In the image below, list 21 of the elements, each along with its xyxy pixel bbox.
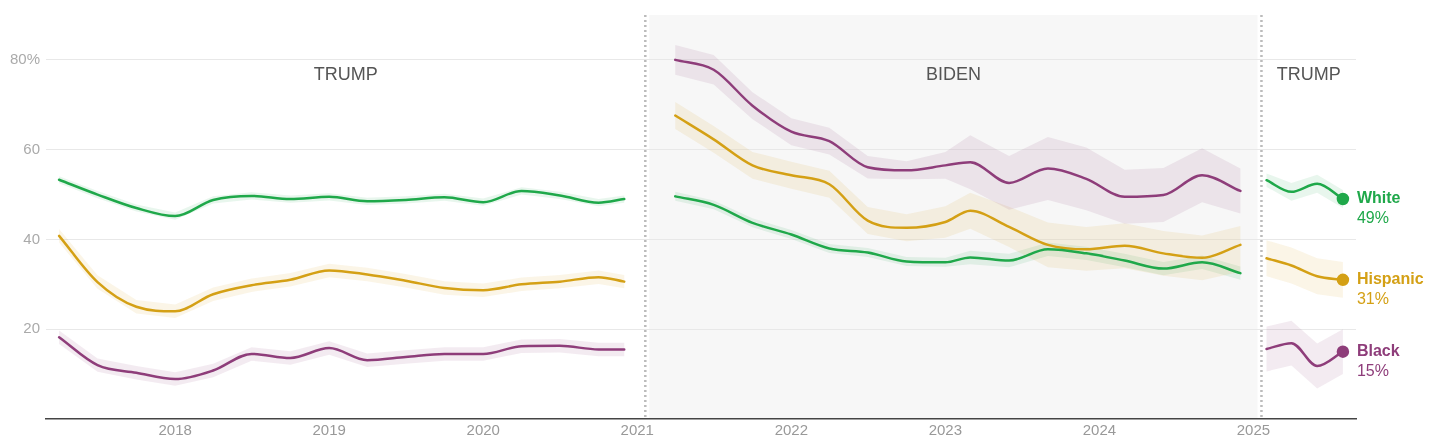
x-tick-label: 2024	[1082, 421, 1117, 439]
x-tick-label: 2021	[620, 421, 654, 439]
annotation: TRUMP	[313, 63, 378, 84]
data-label: 15%	[1356, 362, 1389, 380]
x-tick-label: 2025	[1236, 421, 1271, 439]
x-tick-label: 2023	[928, 421, 963, 439]
y-tick-label: 60	[23, 139, 41, 157]
series-label: Black	[1356, 342, 1400, 360]
x-tick-label: 2019	[312, 421, 346, 439]
band-label: BIDEN	[925, 63, 981, 84]
y-tick-label: 80%	[9, 50, 41, 68]
y-tick-label: 40	[23, 229, 41, 247]
x-tick-label: 2018	[158, 421, 192, 439]
x-tick-label: 2022	[774, 421, 809, 439]
data-label: 31%	[1356, 290, 1389, 308]
y-tick-label: 20	[23, 319, 41, 337]
series-label: White	[1356, 189, 1401, 207]
series-label: Hispanic	[1356, 270, 1424, 288]
x-tick-label: 2020	[466, 421, 500, 439]
annotation: TRUMP	[1276, 63, 1341, 84]
data-label: 49%	[1356, 209, 1389, 227]
